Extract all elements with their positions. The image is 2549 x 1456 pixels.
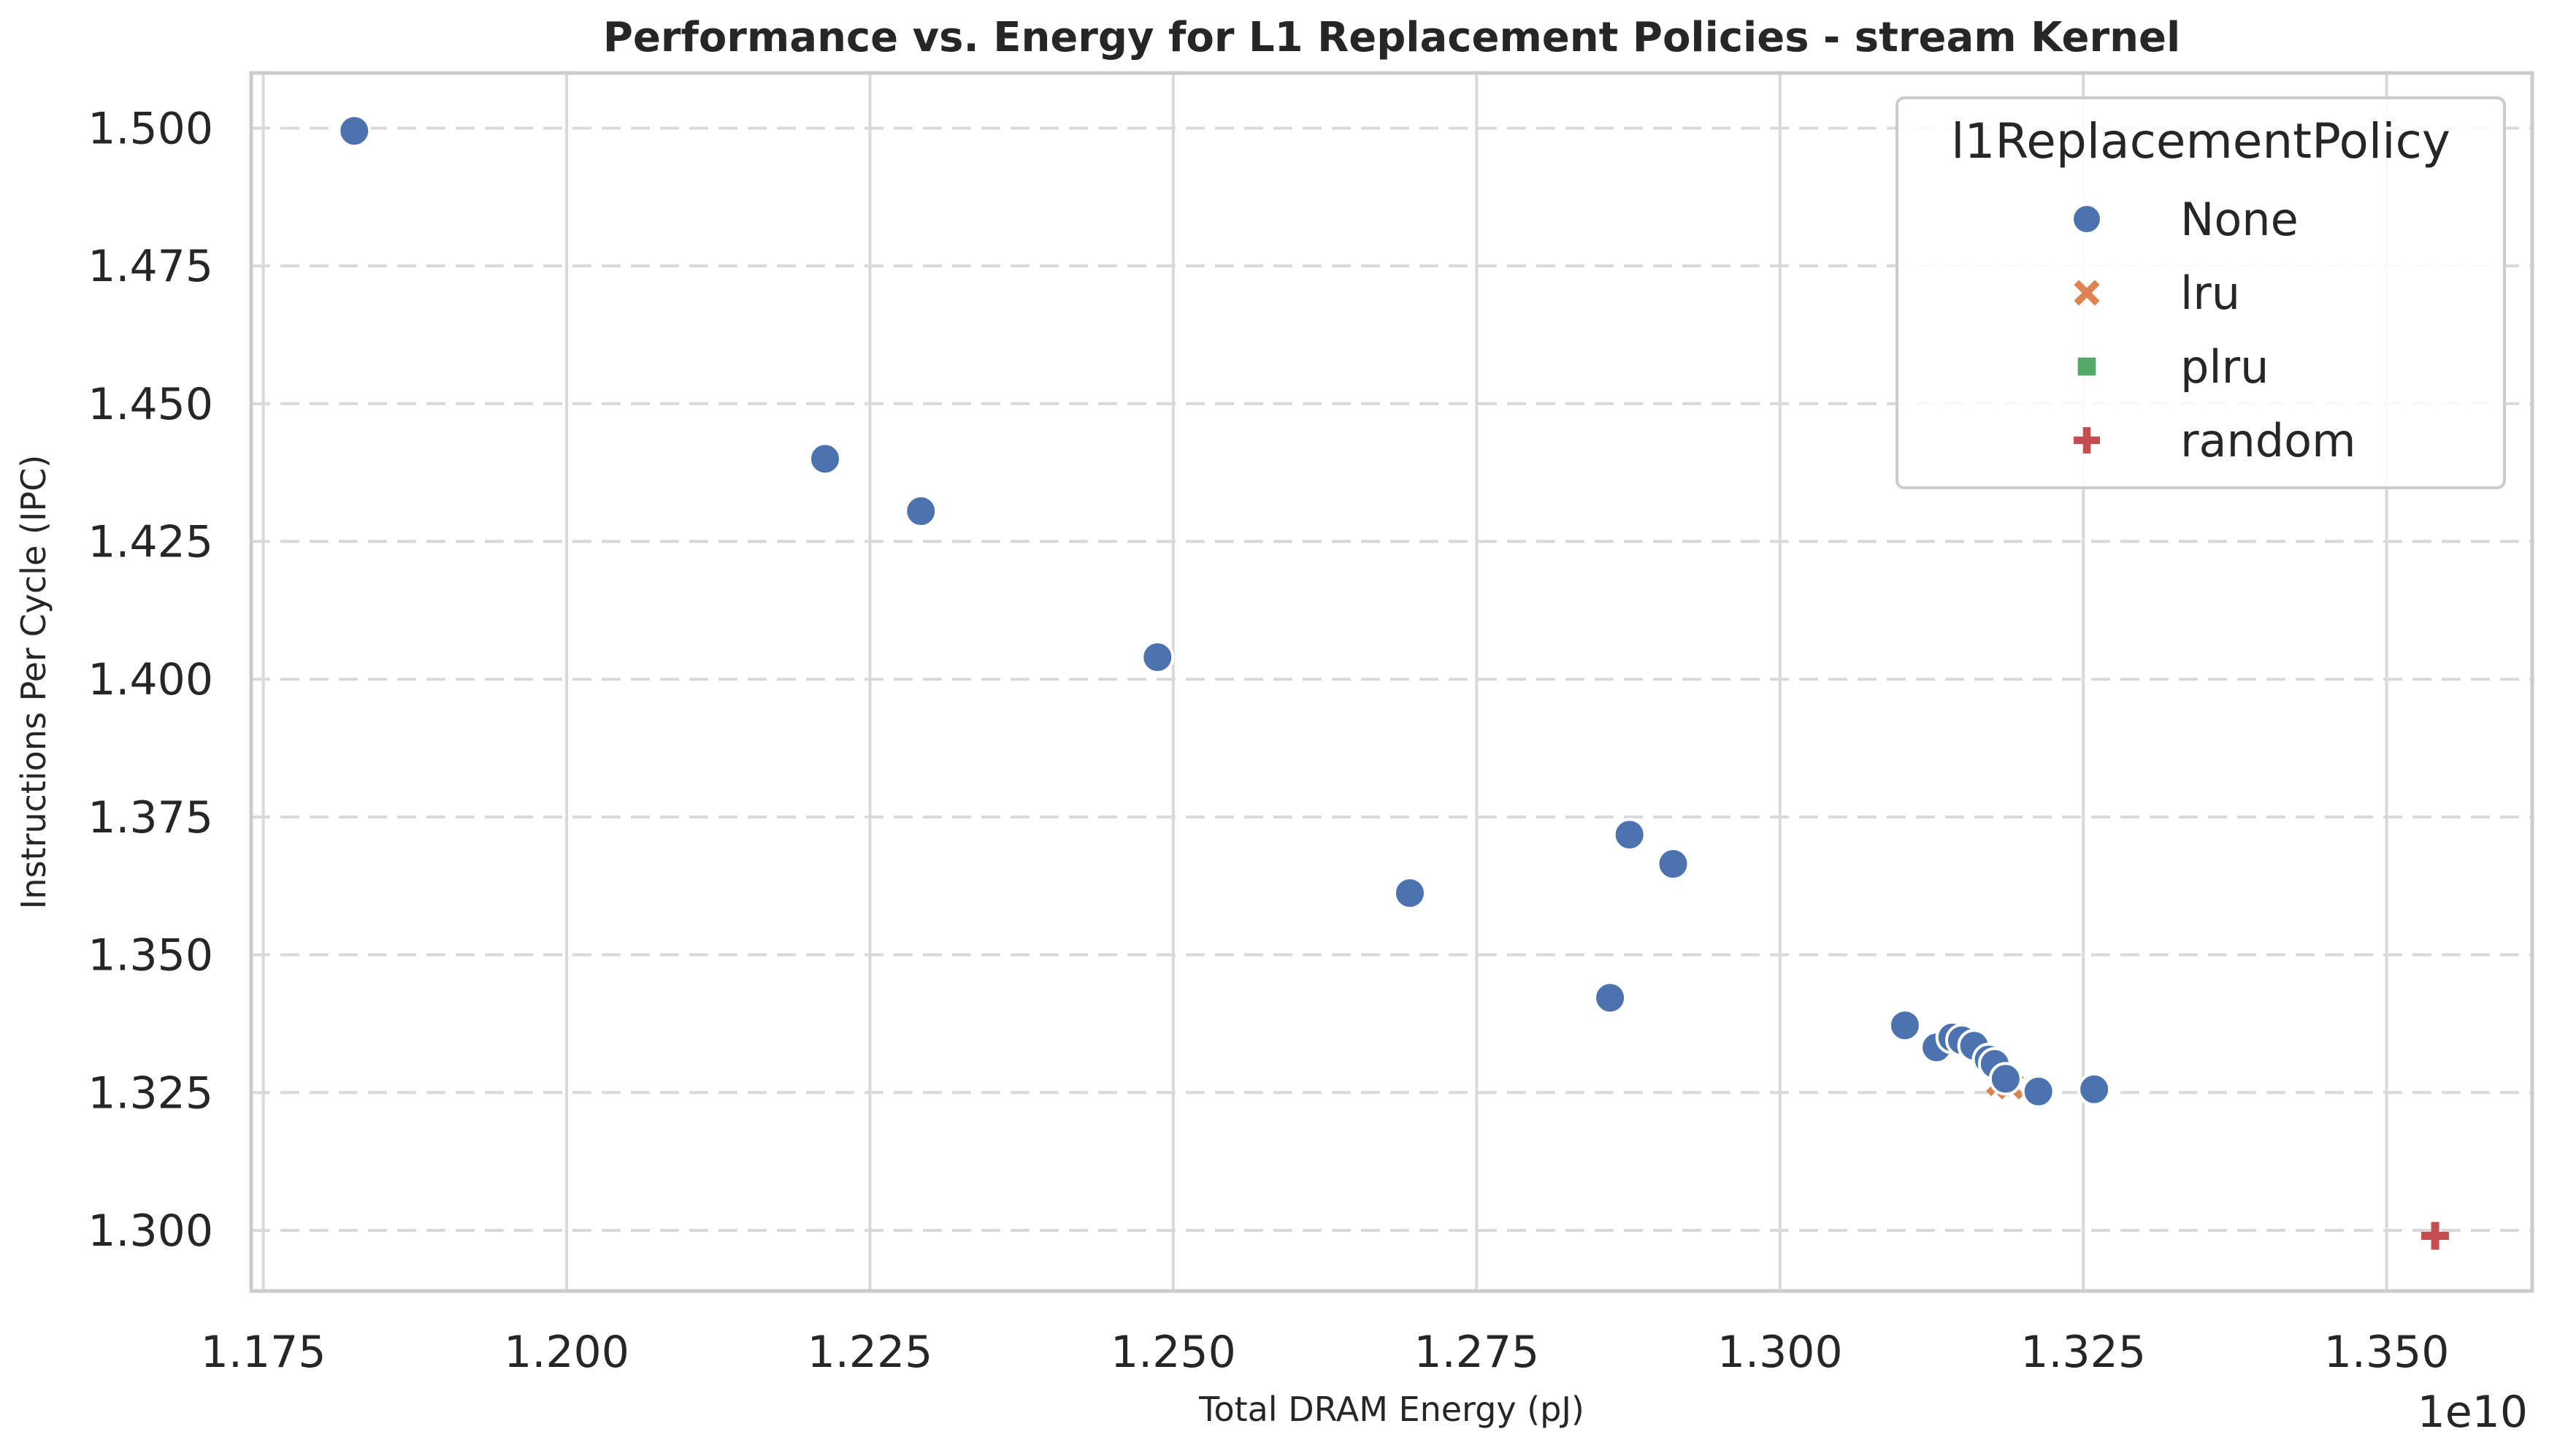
legend-marker-lru: [2074, 280, 2100, 306]
data-point-none: [1887, 1008, 1922, 1043]
x-tick-label: 1.275: [1414, 1327, 1539, 1378]
data-point-none: [808, 442, 842, 476]
data-point-none: [1988, 1062, 2023, 1096]
legend-marker-none: [2071, 203, 2103, 235]
x-tick-label: 1.175: [201, 1327, 326, 1378]
y-tick-label: 1.500: [88, 103, 213, 154]
data-point-random: [2421, 1222, 2450, 1250]
x-tick-label: 1.250: [1111, 1327, 1236, 1378]
y-tick-label: 1.425: [88, 517, 213, 568]
x-tick-label: 1.200: [504, 1327, 629, 1378]
y-tick-label: 1.475: [88, 241, 213, 292]
data-points: [337, 114, 2450, 1250]
data-point-none: [1656, 847, 1690, 881]
y-axis-label: Instructions Per Cycle (IPC): [14, 455, 53, 909]
legend-box: [1896, 96, 2506, 489]
data-point-none: [2021, 1074, 2055, 1108]
legend-label-random: random: [2180, 414, 2356, 467]
legend: l1ReplacementPolicy None lru plru random: [1896, 96, 2506, 489]
legend-label-plru: plru: [2180, 340, 2269, 394]
x-axis-ticks: 1.175 1.200 1.225 1.250 1.275 1.300 1.325 1.350: [201, 1327, 2450, 1378]
y-axis-ticks: 1.300 1.325 1.350 1.375 1.400 1.425 1.450 1.475…: [88, 103, 213, 1257]
data-point-none: [1593, 981, 1628, 1015]
y-tick-label: 1.300: [88, 1206, 213, 1257]
data-point-none: [1392, 876, 1427, 911]
x-tick-label: 1.325: [2020, 1327, 2146, 1378]
data-point-none: [337, 114, 372, 148]
legend-marker-random: [2073, 426, 2101, 454]
y-tick-label: 1.450: [88, 379, 213, 430]
plot-area-frame: [249, 71, 2534, 1293]
x-tick-label: 1.225: [808, 1327, 933, 1378]
legend-label-lru: lru: [2180, 267, 2240, 320]
data-point-none: [1612, 818, 1647, 852]
y-tick-label: 1.400: [88, 654, 213, 705]
y-tick-label: 1.325: [88, 1068, 213, 1119]
legend-marker-plru: [2077, 357, 2096, 376]
data-point-none: [904, 494, 938, 529]
data-point-none: [2077, 1072, 2112, 1106]
legend-label-none: None: [2180, 193, 2299, 246]
x-axis-offset-label: 1e10: [2418, 1387, 2528, 1438]
legend-title: l1ReplacementPolicy: [1951, 113, 2450, 169]
x-tick-label: 1.300: [1717, 1327, 1843, 1378]
x-axis-label: Total DRAM Energy (pJ): [1198, 1390, 1584, 1429]
x-tick-label: 1.350: [2324, 1327, 2450, 1378]
data-point-none: [1141, 640, 1175, 675]
chart-title: Performance vs. Energy for L1 Replacemen…: [603, 14, 2180, 61]
legend-entries: None lru plru random: [2071, 193, 2356, 467]
grid-lines: [251, 73, 2532, 1291]
y-tick-label: 1.350: [88, 930, 213, 981]
y-tick-label: 1.375: [88, 792, 213, 843]
